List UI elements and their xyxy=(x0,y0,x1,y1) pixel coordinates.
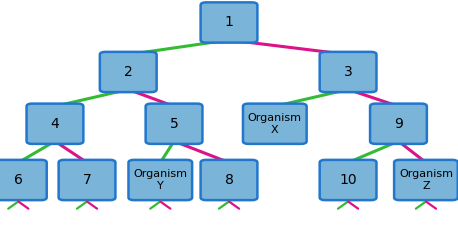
Text: 7: 7 xyxy=(82,173,92,187)
FancyBboxPatch shape xyxy=(201,160,257,200)
FancyBboxPatch shape xyxy=(243,104,306,144)
Text: 8: 8 xyxy=(224,173,234,187)
FancyBboxPatch shape xyxy=(201,2,257,43)
FancyBboxPatch shape xyxy=(0,160,47,200)
Text: 2: 2 xyxy=(124,65,133,79)
FancyBboxPatch shape xyxy=(394,160,458,200)
Text: Organism
Z: Organism Z xyxy=(399,169,453,191)
Text: 4: 4 xyxy=(50,117,60,131)
Text: 3: 3 xyxy=(344,65,353,79)
Text: 10: 10 xyxy=(339,173,357,187)
Text: Organism
X: Organism X xyxy=(248,113,302,135)
Text: 5: 5 xyxy=(169,117,179,131)
Text: 6: 6 xyxy=(14,173,23,187)
Text: Organism
Y: Organism Y xyxy=(133,169,187,191)
FancyBboxPatch shape xyxy=(100,52,157,92)
Text: 9: 9 xyxy=(394,117,403,131)
FancyBboxPatch shape xyxy=(59,160,115,200)
FancyBboxPatch shape xyxy=(146,104,202,144)
FancyBboxPatch shape xyxy=(320,160,376,200)
FancyBboxPatch shape xyxy=(128,160,192,200)
FancyBboxPatch shape xyxy=(320,52,376,92)
Text: 1: 1 xyxy=(224,16,234,29)
FancyBboxPatch shape xyxy=(27,104,83,144)
FancyBboxPatch shape xyxy=(370,104,427,144)
